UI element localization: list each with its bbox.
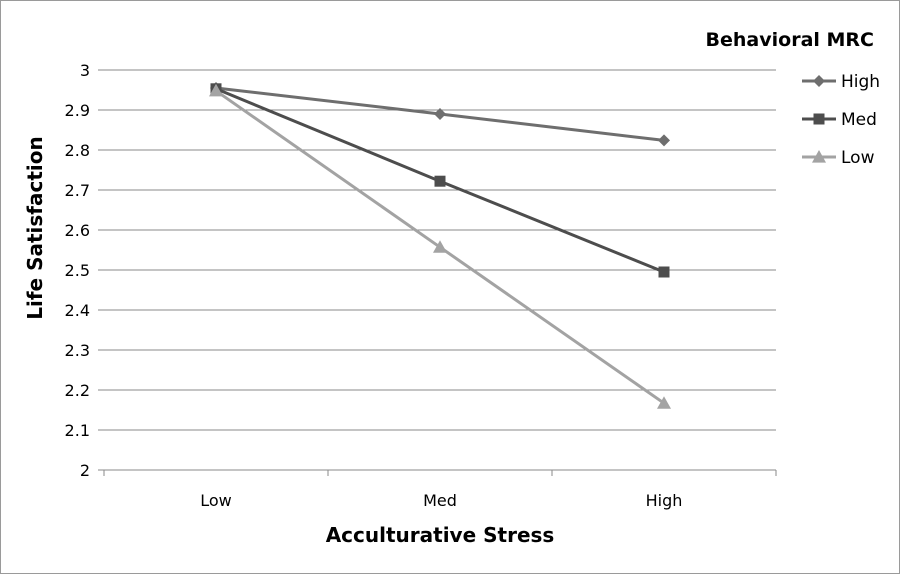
y-tick-label: 2.7 (65, 181, 90, 200)
data-point (433, 240, 447, 253)
y-tick-label: 2.6 (65, 221, 90, 240)
legend-label: High (841, 72, 880, 92)
legend: Behavioral MRC High Med Low (706, 29, 881, 168)
y-axis-ticks: 2 2.1 2.2 2.3 2.4 2.5 2.6 2.7 2.8 2.9 3 (65, 61, 90, 480)
data-point (813, 113, 825, 125)
data-point (209, 83, 223, 97)
x-tick-label: High (646, 491, 683, 510)
y-tick-label: 2.4 (65, 301, 90, 320)
x-tick-label: Low (200, 491, 232, 510)
data-point (434, 108, 446, 120)
x-tick-label: Med (423, 491, 457, 510)
data-point (812, 150, 826, 163)
x-axis-ticks: Low Med High (200, 491, 682, 510)
series-low (209, 83, 671, 409)
legend-title: Behavioral MRC (706, 29, 874, 51)
legend-label: Med (841, 110, 877, 130)
y-tick-label: 3 (80, 61, 90, 80)
y-tick-label: 2.3 (65, 341, 90, 360)
y-axis-title: Life Satisfaction (23, 136, 47, 320)
y-tick-label: 2.2 (65, 381, 90, 400)
data-point (658, 134, 670, 147)
y-tick-label: 2.9 (65, 101, 90, 120)
legend-item-med: Med (802, 110, 877, 130)
y-tick-label: 2.5 (65, 261, 90, 280)
data-point (657, 396, 671, 409)
legend-item-high: High (802, 72, 880, 92)
data-point (658, 266, 670, 278)
legend-item-low: Low (802, 148, 875, 168)
series-group (209, 82, 671, 409)
data-point (813, 75, 825, 87)
x-axis-title: Acculturative Stress (326, 523, 555, 547)
gridlines (98, 69, 776, 471)
y-tick-label: 2.1 (65, 421, 90, 440)
y-tick-label: 2.8 (65, 141, 90, 160)
y-tick-label: 2 (80, 461, 90, 480)
legend-label: Low (841, 148, 875, 168)
data-point (434, 175, 446, 187)
x-axis (103, 469, 777, 476)
